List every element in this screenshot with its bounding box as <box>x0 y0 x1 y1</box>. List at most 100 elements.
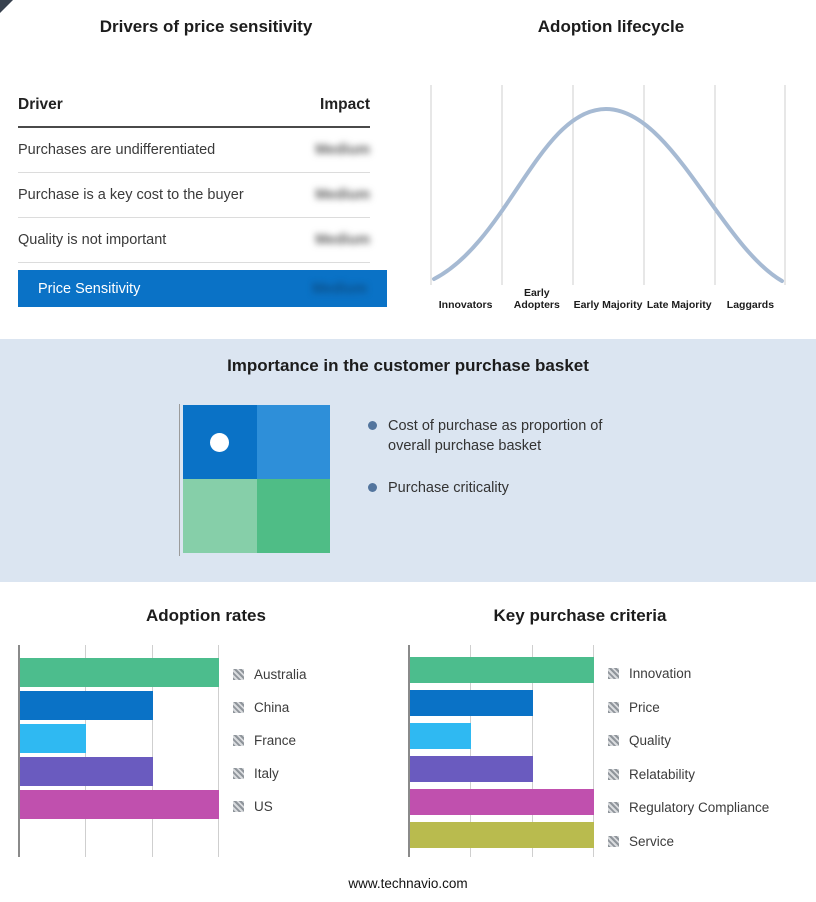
basket-bullets: Cost of purchase as proportion of overal… <box>368 416 648 520</box>
bar-quality <box>410 723 472 749</box>
quadrant-cell-bottom-right <box>256 479 330 553</box>
driver-row: Purchases are undifferentiated Medium <box>18 128 370 173</box>
stage-label: Innovators <box>438 299 493 312</box>
legend-label: Innovation <box>629 666 692 682</box>
legend-label: Price <box>629 699 660 715</box>
criteria-gridline <box>593 645 594 857</box>
bullet-text: Purchase criticality <box>388 480 509 496</box>
legend-swatch <box>608 735 619 747</box>
legend-item-us: US <box>233 790 307 823</box>
driver-name: Quality is not important <box>18 232 167 248</box>
legend-item-china: China <box>233 691 307 724</box>
impact-value: Medium <box>315 187 370 203</box>
adoption-lifecycle-chart <box>430 85 786 285</box>
legend-item-italy: Italy <box>233 757 307 790</box>
criteria-bars <box>410 645 594 857</box>
bar-price <box>410 690 533 716</box>
legend-label: Quality <box>629 733 672 749</box>
impact-value: Medium <box>315 142 370 158</box>
legend-item-service: Service <box>608 825 769 859</box>
stage-label: Early Majority <box>573 299 643 312</box>
impact-value: Medium <box>315 232 370 248</box>
quadrant-cell-bottom-left <box>183 479 257 553</box>
bar-regulatory-compliance <box>410 789 594 815</box>
adoption-bars <box>20 645 219 857</box>
lifecycle-stage-labels: Innovators Early Adopters Early Majority La… <box>430 287 786 311</box>
adoption-legend: Australia China France Italy US <box>233 658 307 823</box>
legend-item-innovation: Innovation <box>608 657 769 691</box>
price-sensitivity-bar: Price Sensitivity Medium <box>18 270 387 307</box>
quadrant-axis-line <box>179 404 180 556</box>
driver-name: Purchase is a key cost to the buyer <box>18 187 244 203</box>
legend-label: Service <box>629 833 675 849</box>
legend-label: Regulatory Compliance <box>629 800 770 816</box>
purchase-basket-quadrant <box>183 405 330 553</box>
legend-label: France <box>254 733 297 748</box>
legend-item-france: France <box>233 724 307 757</box>
legend-item-quality: Quality <box>608 724 769 758</box>
legend-swatch <box>608 835 619 847</box>
adoption-chart-title: Adoption rates <box>146 606 266 625</box>
legend-item-australia: Australia <box>233 658 307 691</box>
legend-swatch <box>608 802 619 814</box>
bar-innovation <box>410 657 594 683</box>
bar-italy <box>20 757 153 786</box>
bar-us <box>20 790 219 819</box>
legend-swatch <box>608 701 619 713</box>
legend-label: Italy <box>254 766 279 781</box>
legend-swatch <box>233 669 244 680</box>
legend-item-relatability: Relatability <box>608 758 769 792</box>
stage-label: Laggards <box>726 299 775 312</box>
legend-label: Australia <box>254 667 307 682</box>
driver-rows: Purchases are undifferentiated Medium Purc… <box>18 128 370 263</box>
impact-column-header: Impact <box>320 96 370 113</box>
adoption-gridline <box>218 645 219 857</box>
bullet-text: Cost of purchase as proportion of overal… <box>388 418 603 454</box>
basket-panel-title: Importance in the customer purchase bask… <box>227 356 589 375</box>
bullet-item: Cost of purchase as proportion of overal… <box>368 416 648 456</box>
criteria-legend: Innovation Price Quality Relatability Regula… <box>608 657 769 858</box>
quadrant-cell-top-left <box>183 405 257 479</box>
drivers-panel-title: Drivers of price sensitivity <box>99 17 313 36</box>
price-sensitivity-impact: Medium <box>312 280 367 297</box>
legend-label: China <box>254 700 290 715</box>
bar-relatability <box>410 756 533 782</box>
criteria-gridline <box>532 645 533 857</box>
criteria-gridline <box>469 645 471 857</box>
adoption-rates-plot <box>18 645 219 857</box>
bar-australia <box>20 658 219 687</box>
legend-swatch <box>233 801 244 812</box>
bullet-icon <box>368 483 377 492</box>
criteria-chart-title: Key purchase criteria <box>493 606 667 625</box>
legend-swatch <box>608 768 619 780</box>
quadrant-cell-top-right <box>256 405 330 479</box>
website-url: www.technavio.com <box>348 876 468 891</box>
legend-swatch <box>608 668 619 680</box>
legend-swatch <box>233 702 244 713</box>
driver-row: Quality is not important Medium <box>18 218 370 263</box>
bar-france <box>20 724 87 753</box>
quadrant-marker-dot <box>210 432 230 452</box>
driver-row: Purchase is a key cost to the buyer Mediu… <box>18 173 370 218</box>
legend-swatch <box>233 768 244 779</box>
price-sensitivity-label: Price Sensitivity <box>38 280 141 297</box>
legend-item-price: Price <box>608 691 769 725</box>
purchase-basket-band <box>0 339 816 582</box>
legend-swatch <box>233 735 244 746</box>
corner-mark <box>0 0 13 13</box>
bar-china <box>20 691 153 720</box>
bullet-item: Purchase criticality <box>368 478 648 498</box>
stage-label: Late Majority <box>646 299 712 312</box>
criteria-y-axis <box>408 645 410 857</box>
drivers-table: Driver Impact Purchases are undifferenti… <box>18 96 370 263</box>
drivers-table-header: Driver Impact <box>18 96 370 128</box>
legend-label: Relatability <box>629 766 696 782</box>
driver-column-header: Driver <box>18 96 63 113</box>
bar-service <box>410 822 594 848</box>
adoption-gridline <box>152 645 153 857</box>
bell-curve <box>432 106 784 283</box>
lifecycle-panel-title: Adoption lifecycle <box>537 17 685 36</box>
driver-name: Purchases are undifferentiated <box>18 142 216 158</box>
stage-label: Early Adopters <box>513 287 560 312</box>
criteria-plot <box>408 645 594 857</box>
